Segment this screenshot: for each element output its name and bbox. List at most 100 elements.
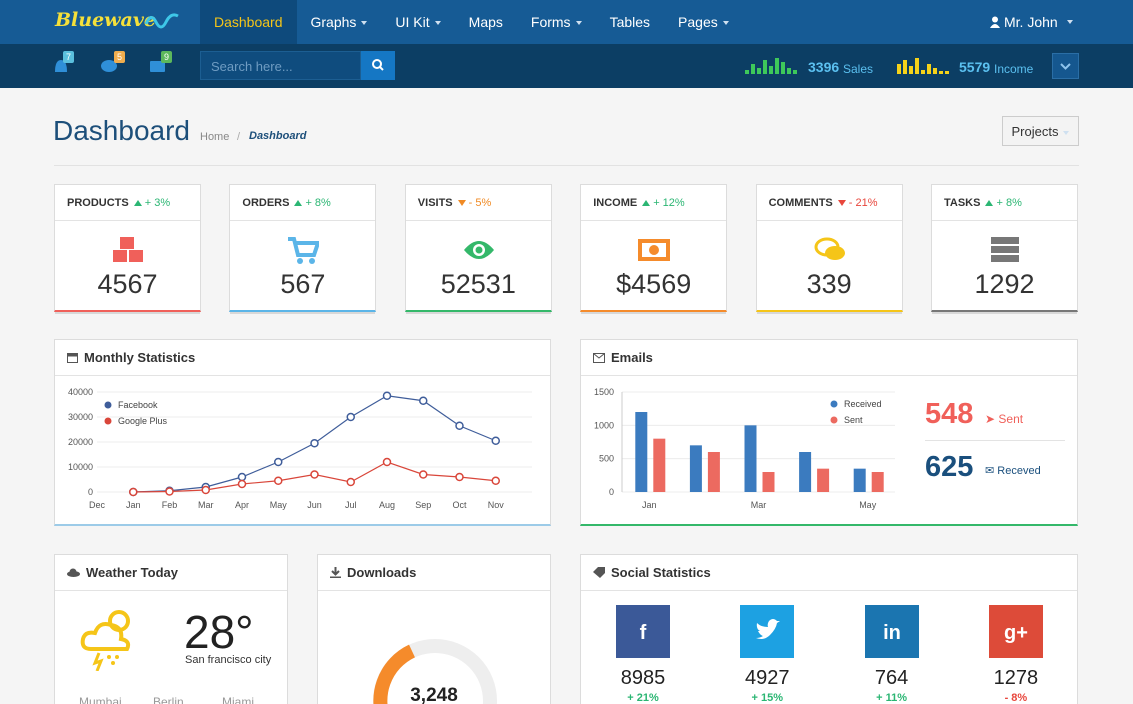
data-point: [419, 470, 428, 479]
search-icon: [372, 59, 384, 71]
stat-card: INCOME + 12% $4569: [580, 184, 728, 312]
data-point: [201, 485, 210, 495]
label: Sent: [998, 412, 1024, 426]
city-tab[interactable]: Miami: [222, 695, 254, 704]
stat-value: 1292: [974, 269, 1035, 299]
stat-header: TASKS + 8%: [932, 185, 1077, 221]
badge: 9: [161, 51, 173, 63]
legend-swatch: [829, 399, 839, 409]
data-point: [382, 391, 392, 400]
nav-item[interactable]: Graphs: [297, 0, 382, 44]
user-menu[interactable]: Mr. John: [990, 0, 1073, 44]
nav-item[interactable]: Tables: [609, 14, 651, 30]
data-point: [165, 487, 174, 496]
legend-label: Google Plus: [118, 416, 168, 426]
x-tick-label: May: [270, 500, 288, 510]
mail-icon[interactable]: [150, 61, 165, 72]
y-tick-label: 40000: [68, 387, 93, 397]
wave: [145, 13, 179, 29]
nav-item[interactable]: Dashboard: [200, 0, 297, 44]
nav-label: Graphs: [310, 14, 357, 30]
legend-label: Received: [844, 399, 882, 409]
panel-title: Monthly Statistics: [84, 350, 196, 365]
weather-icon: [80, 610, 131, 671]
received-label: ✉ Receved: [985, 465, 1041, 477]
sales-sparkline: [745, 58, 797, 74]
panel-header: Monthly Statistics: [55, 340, 550, 376]
arrow: [457, 199, 466, 206]
stat-icon: [113, 237, 143, 262]
bell-icon[interactable]: [55, 60, 67, 72]
arrow: [985, 199, 994, 206]
stat-header: PRODUCTS + 3%: [55, 185, 200, 221]
social-icon[interactable]: f: [616, 605, 670, 658]
x-tick-label: Aug: [379, 500, 395, 510]
search-input[interactable]: Search here...: [200, 51, 361, 80]
social-change: + 21%: [627, 692, 659, 704]
downloads-total: 3,248: [410, 685, 458, 704]
stat-value: 4567: [97, 269, 158, 299]
stat-change: + 8%: [996, 196, 1022, 209]
nav-item[interactable]: Maps: [468, 14, 503, 30]
bar: [871, 472, 884, 492]
nav-item[interactable]: UI Kit: [381, 0, 454, 44]
y-tick-label: 0: [88, 487, 93, 497]
city-tab[interactable]: Mumbai: [79, 695, 122, 704]
legend-label: Sent: [844, 415, 863, 425]
stat-change: + 12%: [653, 196, 685, 209]
icon-bg: [864, 605, 919, 658]
stat-label: ORDERS: [242, 196, 290, 209]
x-tick-label: Feb: [162, 500, 178, 510]
social-icon[interactable]: [740, 605, 795, 658]
nav-item[interactable]: Forms: [517, 0, 596, 44]
stat-icon: [991, 237, 1019, 262]
y-tick-label: 30000: [68, 412, 93, 422]
stat-card: VISITS - 5% 52531: [404, 184, 552, 312]
data-point: [455, 421, 464, 430]
city-tab[interactable]: Berlin: [153, 695, 184, 704]
x-tick-label: Oct: [452, 500, 467, 510]
stat-value: 339: [806, 269, 852, 299]
logo[interactable]: Bluewave: [55, 9, 156, 31]
x-tick-label: Jul: [345, 500, 357, 510]
stat-change: + 8%: [305, 196, 331, 209]
search-button[interactable]: [361, 51, 395, 80]
icon-glyph: f: [640, 622, 647, 644]
breadcrumb-current: Dashboard: [249, 130, 307, 142]
bar: [653, 438, 666, 492]
social-icon[interactable]: g+: [988, 605, 1043, 658]
x-tick-label: Apr: [235, 500, 249, 510]
stat-header: COMMENTS - 21%: [756, 185, 902, 221]
breadcrumb-home[interactable]: Home: [200, 131, 230, 143]
social-count: 764: [874, 667, 909, 689]
panel-title: Social Statistics: [611, 565, 711, 580]
downloads-panel: Downloads 3,248: [317, 554, 551, 704]
stat-header: VISITS - 5%: [405, 185, 551, 221]
stat-value: 567: [280, 269, 326, 299]
chat-icon[interactable]: [101, 60, 117, 72]
panel-title: Weather Today: [86, 565, 178, 580]
social-count: 8985: [620, 667, 666, 689]
social-change: + 11%: [876, 692, 908, 704]
panel-header: Downloads: [318, 555, 550, 591]
projects-button[interactable]: Projects: [1002, 116, 1079, 146]
nav-item[interactable]: Pages: [664, 0, 743, 44]
city: San francisco city: [185, 654, 272, 666]
social-icon[interactable]: in: [864, 605, 919, 658]
stat-label: COMMENTS: [768, 196, 833, 209]
trend-arrow: [642, 199, 651, 206]
nav-menu: Dashboard Graphs UI Kit Maps Forms Table…: [200, 0, 743, 44]
downloads-donut: [373, 639, 497, 704]
legend-label: Facebook: [118, 400, 158, 410]
divider: [54, 165, 1079, 166]
badge: 7: [63, 51, 75, 63]
sales-value: 3396: [808, 59, 840, 75]
x-tick-label: Jan: [126, 500, 141, 510]
toolbar-toggle[interactable]: [1052, 53, 1079, 79]
stat-label: VISITS: [417, 196, 453, 209]
arrow: [837, 199, 846, 206]
sent-count: 548: [925, 398, 974, 430]
bar: [744, 425, 757, 492]
bar: [635, 412, 648, 492]
line-chart: 0 10000 20000 30000 40000 Dec Jan Feb Mar Apr May J…: [68, 387, 532, 510]
